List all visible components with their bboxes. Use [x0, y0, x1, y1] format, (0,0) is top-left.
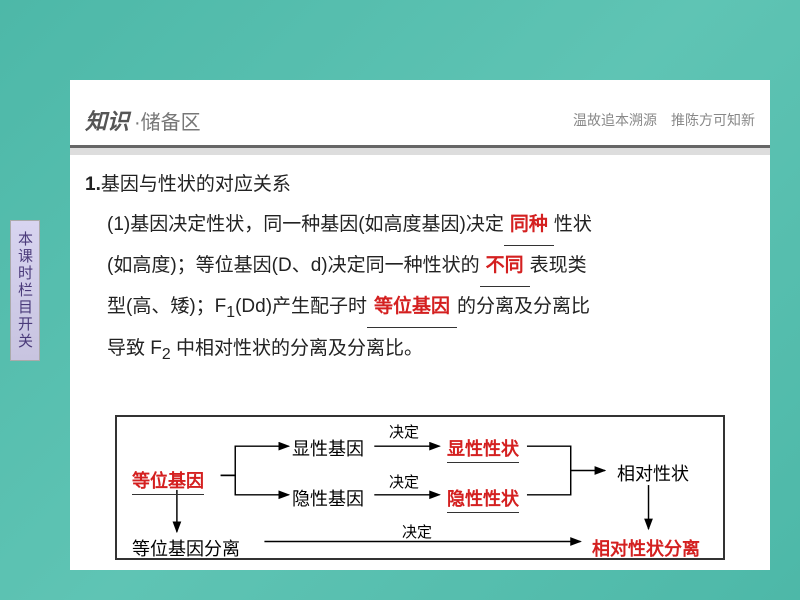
text: 中相对性状的分离及分离比。	[171, 338, 423, 359]
node-dominant-trait: 显性性状	[447, 435, 519, 463]
header-title: 知识	[85, 104, 129, 136]
flowchart-diagram: 等位基因 显性基因 隐性基因 显性性状 隐性性状 相对性状 等位基因分离 相对性…	[115, 415, 725, 560]
text: 表现类	[530, 255, 587, 276]
header-divider	[70, 145, 770, 155]
section-number: 1.	[85, 174, 101, 195]
section-title-text: 基因与性状的对应关系	[101, 174, 291, 195]
blank-2: 不同	[480, 246, 530, 287]
text: 性状	[554, 214, 592, 235]
label-decide-3: 决定	[402, 521, 432, 542]
header-right-text: 温故追本溯源 推陈方可知新	[573, 110, 755, 130]
header-bar: 知识 ·储备区 温故追本溯源 推陈方可知新	[70, 95, 770, 145]
content-area: 1.基因与性状的对应关系 (1)基因决定性状，同一种基因(如高度基因)决定同种性…	[85, 165, 755, 371]
node-dominant-gene: 显性基因	[292, 435, 364, 461]
text: 型(高、矮)；F	[107, 296, 226, 317]
text: (Dd)产生配子时	[235, 296, 367, 317]
node-trait-sep: 相对性状分离	[592, 535, 700, 561]
node-allele-sep: 等位基因分离	[132, 535, 240, 561]
label-decide-1: 决定	[389, 421, 419, 442]
subscript: 1	[226, 303, 235, 320]
text: 的分离及分离比	[457, 296, 590, 317]
blank-3: 等位基因	[367, 287, 457, 328]
subscript: 2	[162, 346, 171, 363]
node-recessive-trait: 隐性性状	[447, 485, 519, 513]
text: (1)基因决定性状，同一种基因(如高度基因)决定	[107, 214, 504, 235]
text: (如高度)；等位基因(D、d)决定同一种性状的	[107, 255, 480, 276]
header-subtitle: ·储备区	[134, 106, 201, 135]
node-recessive-gene: 隐性基因	[292, 485, 364, 511]
paragraph: (1)基因决定性状，同一种基因(如高度基因)决定同种性状 (如高度)；等位基因(…	[85, 205, 755, 371]
sidebar-tab[interactable]: 本课时栏目开关	[10, 220, 40, 361]
label-decide-2: 决定	[389, 471, 419, 492]
node-relative-trait: 相对性状	[617, 460, 689, 486]
blank-1: 同种	[504, 205, 554, 246]
text: 导致 F	[107, 338, 162, 359]
node-allele: 等位基因	[132, 467, 204, 495]
section-title: 1.基因与性状的对应关系	[85, 165, 755, 205]
